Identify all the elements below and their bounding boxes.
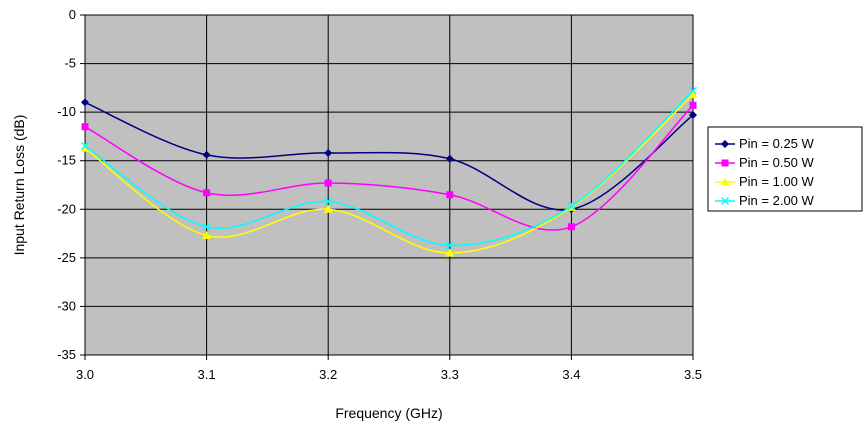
legend-label: Pin = 0.25 W — [739, 136, 815, 151]
x-tick-label: 3.2 — [319, 367, 337, 382]
x-tick-label: 3.3 — [441, 367, 459, 382]
x-axis-ticks: 3.0 3.1 3.2 3.3 3.4 3.5 — [76, 355, 702, 382]
data-point — [80, 142, 90, 151]
plot-area — [84, 14, 694, 356]
data-point — [203, 189, 211, 197]
y-tick-label: -10 — [57, 104, 76, 119]
x-tick-label: 3.0 — [76, 367, 94, 382]
legend-box — [707, 126, 863, 212]
series-line-1 — [84, 101, 694, 211]
data-point — [202, 231, 212, 240]
legend-marker — [721, 159, 729, 167]
legend-marker — [720, 177, 730, 186]
data-point — [688, 90, 698, 99]
legend-items: Pin = 0.25 W Pin = 0.50 W Pin = 1.00 W Pin … — [715, 136, 815, 208]
legend-label: Pin = 2.00 W — [739, 193, 815, 208]
data-point — [323, 204, 333, 213]
series-line-4 — [84, 90, 694, 246]
y-axis-title: Input Return Loss (dB) — [11, 115, 27, 256]
legend-label: Pin = 1.00 W — [739, 174, 815, 189]
y-tick-label: -25 — [57, 250, 76, 265]
data-point — [445, 241, 454, 250]
data-point — [202, 222, 211, 231]
y-tick-label: -5 — [64, 56, 76, 71]
y-tick-label: -35 — [57, 347, 76, 362]
data-point — [689, 101, 697, 109]
data-point — [81, 98, 89, 107]
legend: Pin = 0.25 W Pin = 0.50 W Pin = 1.00 W Pin … — [707, 126, 863, 212]
data-point — [689, 111, 697, 120]
x-tick-label: 3.4 — [562, 367, 580, 382]
y-tick-label: -20 — [57, 201, 76, 216]
data-point — [445, 248, 455, 257]
grid — [84, 14, 694, 356]
legend-label: Pin = 0.50 W — [739, 155, 815, 170]
series-line-2 — [84, 104, 694, 231]
data-point — [202, 150, 211, 159]
legend-marker — [720, 196, 730, 206]
y-tick-label: 0 — [69, 7, 76, 22]
x-tick-label: 3.5 — [684, 367, 702, 382]
x-axis-title: Frequency (GHz) — [335, 405, 442, 421]
data-point — [324, 179, 332, 187]
y-tick-label: -30 — [57, 298, 76, 313]
data-point — [445, 154, 454, 163]
data-point — [80, 143, 90, 152]
y-tick-label: -15 — [57, 153, 76, 168]
data-point — [567, 223, 575, 231]
data-point — [688, 86, 698, 95]
data-point — [324, 148, 333, 157]
data-point — [446, 191, 454, 199]
series-group — [80, 86, 698, 257]
data-point — [567, 202, 576, 211]
y-axis-ticks: 0 -5 -10 -15 -20 -25 -30 -35 — [57, 7, 85, 362]
data-point — [81, 123, 89, 131]
x-tick-label: 3.1 — [198, 367, 216, 382]
data-point — [324, 197, 333, 206]
legend-marker — [721, 140, 729, 148]
